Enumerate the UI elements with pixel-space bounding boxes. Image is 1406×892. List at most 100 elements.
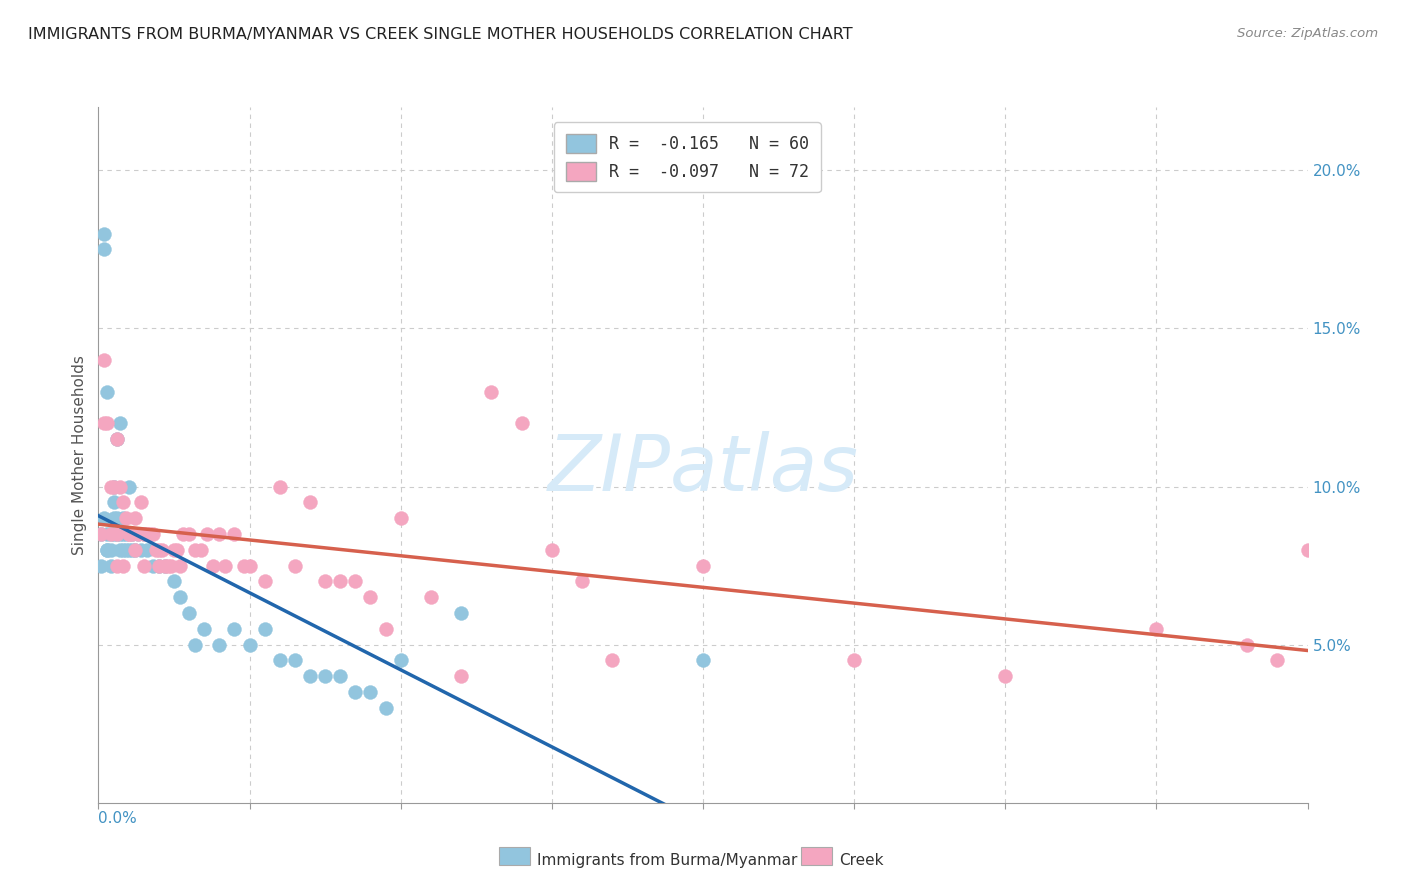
Text: Source: ZipAtlas.com: Source: ZipAtlas.com — [1237, 27, 1378, 40]
Point — [118, 527, 141, 541]
Point — [172, 527, 194, 541]
Point — [195, 527, 218, 541]
Point — [105, 511, 128, 525]
Point — [124, 542, 146, 557]
Point — [100, 527, 122, 541]
Point — [602, 653, 624, 667]
Point — [1236, 638, 1258, 652]
Point — [124, 511, 146, 525]
Point — [124, 542, 146, 557]
Point — [481, 384, 503, 399]
Point — [540, 542, 562, 557]
Legend: R =  -0.165   N = 60, R =  -0.097   N = 72: R = -0.165 N = 60, R = -0.097 N = 72 — [554, 122, 821, 193]
Point — [118, 479, 141, 493]
Point — [184, 542, 207, 557]
Point — [692, 558, 714, 573]
Point — [232, 558, 254, 573]
Point — [145, 542, 167, 557]
Point — [93, 353, 115, 368]
Point — [111, 558, 134, 573]
Point — [132, 558, 155, 573]
Point — [1296, 542, 1319, 557]
Point — [148, 558, 170, 573]
Point — [114, 542, 136, 557]
Point — [105, 527, 128, 541]
Point — [450, 606, 472, 620]
Point — [389, 653, 412, 667]
Point — [129, 495, 152, 509]
Point — [96, 417, 118, 431]
Text: 0.0%: 0.0% — [98, 811, 138, 826]
Point — [284, 653, 307, 667]
Point — [208, 527, 231, 541]
Point — [127, 527, 149, 541]
Point — [108, 479, 131, 493]
Point — [169, 591, 191, 605]
Point — [114, 527, 136, 541]
Point — [360, 685, 382, 699]
Point — [329, 574, 352, 589]
Point — [692, 653, 714, 667]
Point — [1144, 622, 1167, 636]
Point — [208, 638, 231, 652]
Point — [111, 542, 134, 557]
Point — [153, 558, 176, 573]
Point — [571, 574, 593, 589]
Point — [239, 558, 262, 573]
Point — [93, 511, 115, 525]
Point — [329, 669, 352, 683]
Point — [156, 558, 179, 573]
Point — [121, 542, 143, 557]
Point — [193, 622, 215, 636]
Point — [510, 417, 533, 431]
Point — [389, 511, 412, 525]
Point — [105, 432, 128, 446]
Point — [100, 527, 122, 541]
Point — [100, 479, 122, 493]
Point — [314, 669, 336, 683]
Point — [96, 384, 118, 399]
Point — [374, 622, 396, 636]
Point — [105, 432, 128, 446]
Point — [299, 495, 322, 509]
Point — [190, 542, 212, 557]
Text: ZIPatlas: ZIPatlas — [547, 431, 859, 507]
Y-axis label: Single Mother Households: Single Mother Households — [72, 355, 87, 555]
Point — [153, 558, 176, 573]
Point — [253, 622, 276, 636]
Point — [111, 527, 134, 541]
Point — [202, 558, 225, 573]
Point — [108, 417, 131, 431]
Point — [132, 527, 155, 541]
Point — [179, 527, 201, 541]
Point — [100, 542, 122, 557]
Point — [344, 685, 367, 699]
Point — [90, 558, 112, 573]
Point — [269, 479, 291, 493]
Point — [114, 511, 136, 525]
Point — [132, 527, 155, 541]
Point — [360, 591, 382, 605]
Point — [103, 479, 125, 493]
Point — [214, 558, 236, 573]
Point — [150, 542, 173, 557]
Point — [450, 669, 472, 683]
Point — [135, 527, 157, 541]
Point — [129, 542, 152, 557]
Point — [1267, 653, 1289, 667]
Point — [105, 558, 128, 573]
Point — [96, 542, 118, 557]
Point — [105, 527, 128, 541]
Point — [93, 227, 115, 241]
Point — [121, 527, 143, 541]
Point — [166, 542, 188, 557]
Point — [103, 511, 125, 525]
Point — [103, 527, 125, 541]
Point — [90, 527, 112, 541]
Point — [148, 558, 170, 573]
Point — [90, 527, 112, 541]
Point — [224, 622, 246, 636]
Point — [108, 542, 131, 557]
Text: Creek: Creek — [839, 854, 884, 868]
Point — [118, 527, 141, 541]
